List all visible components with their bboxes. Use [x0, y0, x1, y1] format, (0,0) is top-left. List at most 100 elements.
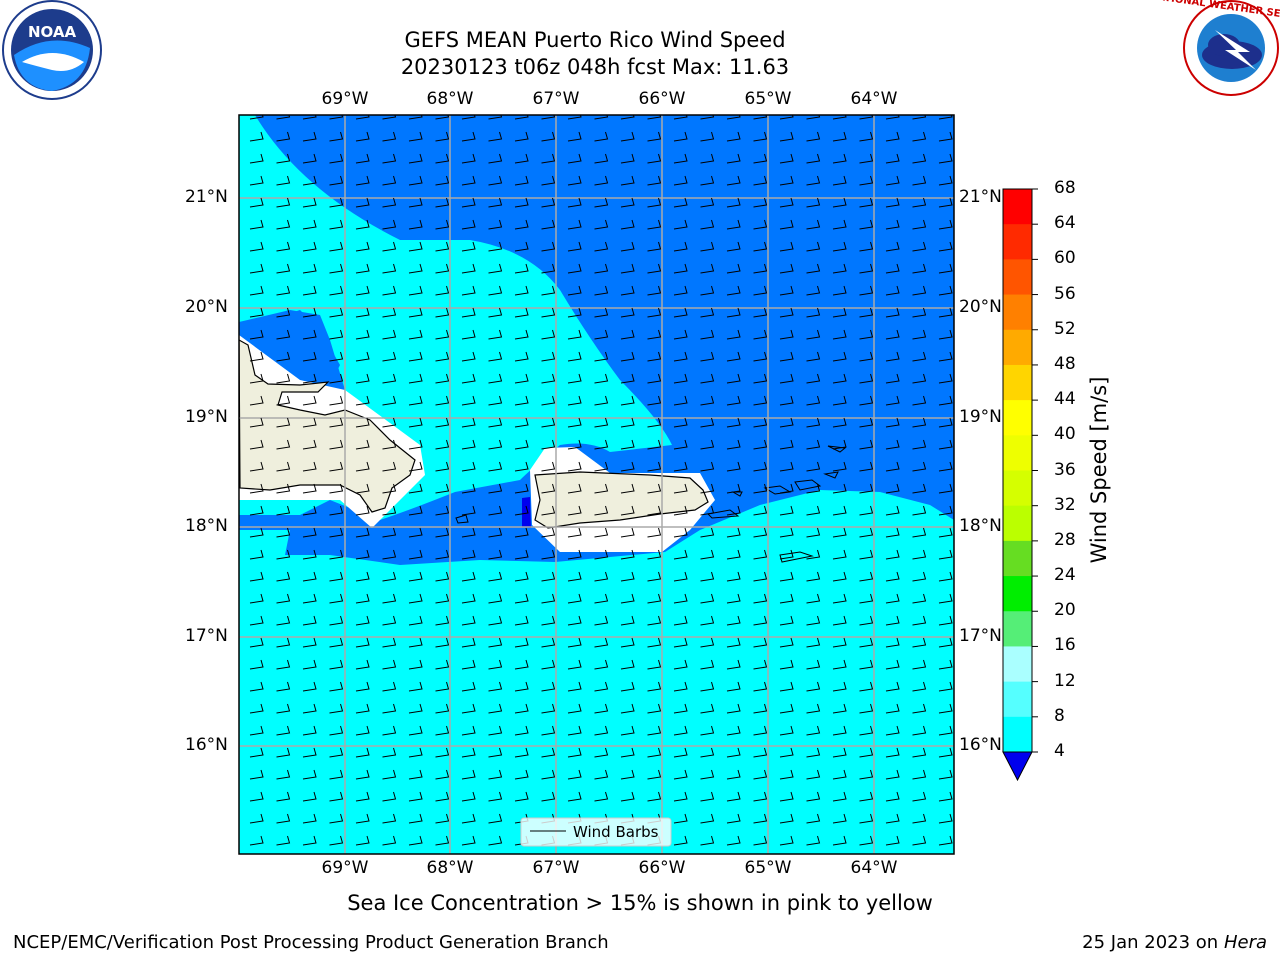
wind-barb [832, 115, 847, 120]
wind-barb [567, 197, 582, 208]
wind-barb [461, 351, 476, 362]
wind-barb [832, 505, 847, 516]
wind-barb [753, 417, 768, 428]
wind-barb [302, 461, 317, 472]
wind-barb [541, 115, 556, 120]
wind-barb [408, 791, 423, 802]
wind-barb [302, 681, 317, 692]
wind-barb [806, 115, 821, 120]
wind-barb [673, 417, 688, 428]
wind-barb [461, 175, 476, 186]
wind-barb [435, 637, 450, 648]
wind-barb [408, 131, 423, 142]
wind-barb [832, 373, 847, 384]
wind-barb [673, 197, 688, 208]
wind-barb [753, 175, 768, 186]
wind-barb [647, 747, 662, 758]
wind-barb [355, 115, 370, 120]
wind-barb [885, 769, 900, 780]
wind-barb [938, 241, 953, 252]
wind-barb [249, 417, 264, 428]
wind-barb [594, 461, 609, 472]
wind-barb [488, 769, 503, 780]
colorbar-segment [1003, 400, 1032, 436]
wind-barb [541, 439, 556, 450]
wind-barb [806, 329, 821, 340]
lon-label: 66°W [638, 89, 686, 109]
wind-barb [673, 373, 688, 384]
wind-barb [567, 593, 582, 604]
wind-barb [382, 329, 397, 340]
wind-barb [859, 285, 874, 296]
wind-barb [938, 681, 953, 692]
wind-barb [700, 219, 715, 230]
wind-barb [461, 329, 476, 340]
wind-barb [779, 395, 794, 406]
wind-barb [859, 791, 874, 802]
colorbar-tick-label: 16 [1054, 635, 1076, 656]
wind-barb [461, 395, 476, 406]
wind-barb [647, 175, 662, 186]
wind-barb [382, 263, 397, 274]
wind-barb [673, 505, 688, 516]
wind-barb [302, 307, 317, 318]
wind-barb [806, 197, 821, 208]
wind-barb [435, 307, 450, 318]
wind-barb [938, 505, 953, 516]
wind-barb [779, 329, 794, 340]
wind-barb [567, 351, 582, 362]
wind-barb [885, 131, 900, 142]
wind-barb [885, 593, 900, 604]
wind-barb [302, 549, 317, 560]
wind-barb [408, 769, 423, 780]
wind-barb [859, 549, 874, 560]
wind-barb [329, 241, 344, 252]
wind-barb [249, 115, 264, 120]
wind-barb [408, 835, 423, 846]
wind-barb [753, 637, 768, 648]
wind-barb [859, 241, 874, 252]
colorbar [1002, 188, 1038, 782]
wind-barb [408, 725, 423, 736]
wind-barb [329, 835, 344, 846]
wind-barb [355, 263, 370, 274]
wind-barb [779, 285, 794, 296]
wind-barb [249, 439, 264, 450]
wind-barb [647, 263, 662, 274]
wind-barb [567, 263, 582, 274]
wind-barb [779, 307, 794, 318]
wind-barb [488, 659, 503, 670]
wind-barb [620, 373, 635, 384]
wind-barb [541, 417, 556, 428]
sea-ice-note: Sea Ice Concentration > 15% is shown in … [347, 891, 933, 915]
colorbar-tick-label: 4 [1054, 741, 1065, 761]
wind-barb [700, 329, 715, 340]
wind-barb [276, 285, 291, 296]
wind-barb [461, 637, 476, 648]
wind-barb [938, 153, 953, 164]
wind-barb [885, 351, 900, 362]
lon-label: 68°W [426, 89, 474, 109]
wind-barb [832, 175, 847, 186]
wind-barb [249, 219, 264, 230]
wind-barb [329, 263, 344, 274]
wind-barb [832, 747, 847, 758]
wind-barb [647, 417, 662, 428]
wind-barb [938, 373, 953, 384]
wind-barb [647, 615, 662, 626]
wind-barb [885, 659, 900, 670]
wind-barb [594, 175, 609, 186]
wind-barb [620, 241, 635, 252]
colorbar-segment [1003, 646, 1032, 683]
wind-barb [541, 527, 556, 538]
wind-barb [302, 593, 317, 604]
wind-barb [276, 747, 291, 758]
wind-barb [779, 263, 794, 274]
wind-barb [700, 791, 715, 802]
wind-barb [541, 219, 556, 230]
wind-barb [753, 395, 768, 406]
wind-barb [276, 131, 291, 142]
wind-barb [408, 615, 423, 626]
wind-barb [355, 527, 370, 538]
